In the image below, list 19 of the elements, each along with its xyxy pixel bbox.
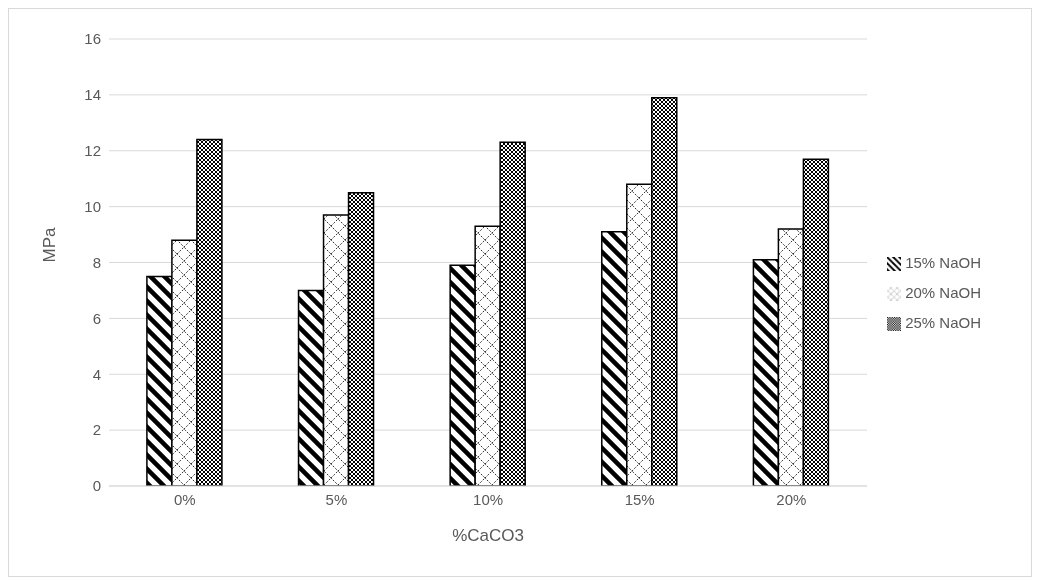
y-axis-title: MPa xyxy=(40,227,60,263)
x-tick-label: 5% xyxy=(325,490,348,508)
x-tick-label: 10% xyxy=(473,490,504,508)
y-tick-label: 12 xyxy=(84,142,101,160)
x-tick-label: 20% xyxy=(776,490,807,508)
x-tick-label: 0% xyxy=(173,490,196,508)
legend-label: 25% NaOH xyxy=(905,313,981,331)
x-axis-title: %CaCO3 xyxy=(452,526,524,545)
y-tick-label: 4 xyxy=(92,365,101,383)
y-tick-label: 14 xyxy=(84,86,101,104)
y-tick-label: 8 xyxy=(92,253,101,271)
y-tick-label: 2 xyxy=(92,421,101,439)
y-tick-label: 10 xyxy=(84,197,101,215)
y-tick-label: 16 xyxy=(84,30,101,48)
x-tick-label: 15% xyxy=(624,490,655,508)
y-tick-label: 0 xyxy=(92,477,101,495)
legend-label: 15% NaOH xyxy=(905,253,981,271)
legend-label: 20% NaOH xyxy=(905,283,981,301)
y-tick-label: 6 xyxy=(92,309,101,327)
